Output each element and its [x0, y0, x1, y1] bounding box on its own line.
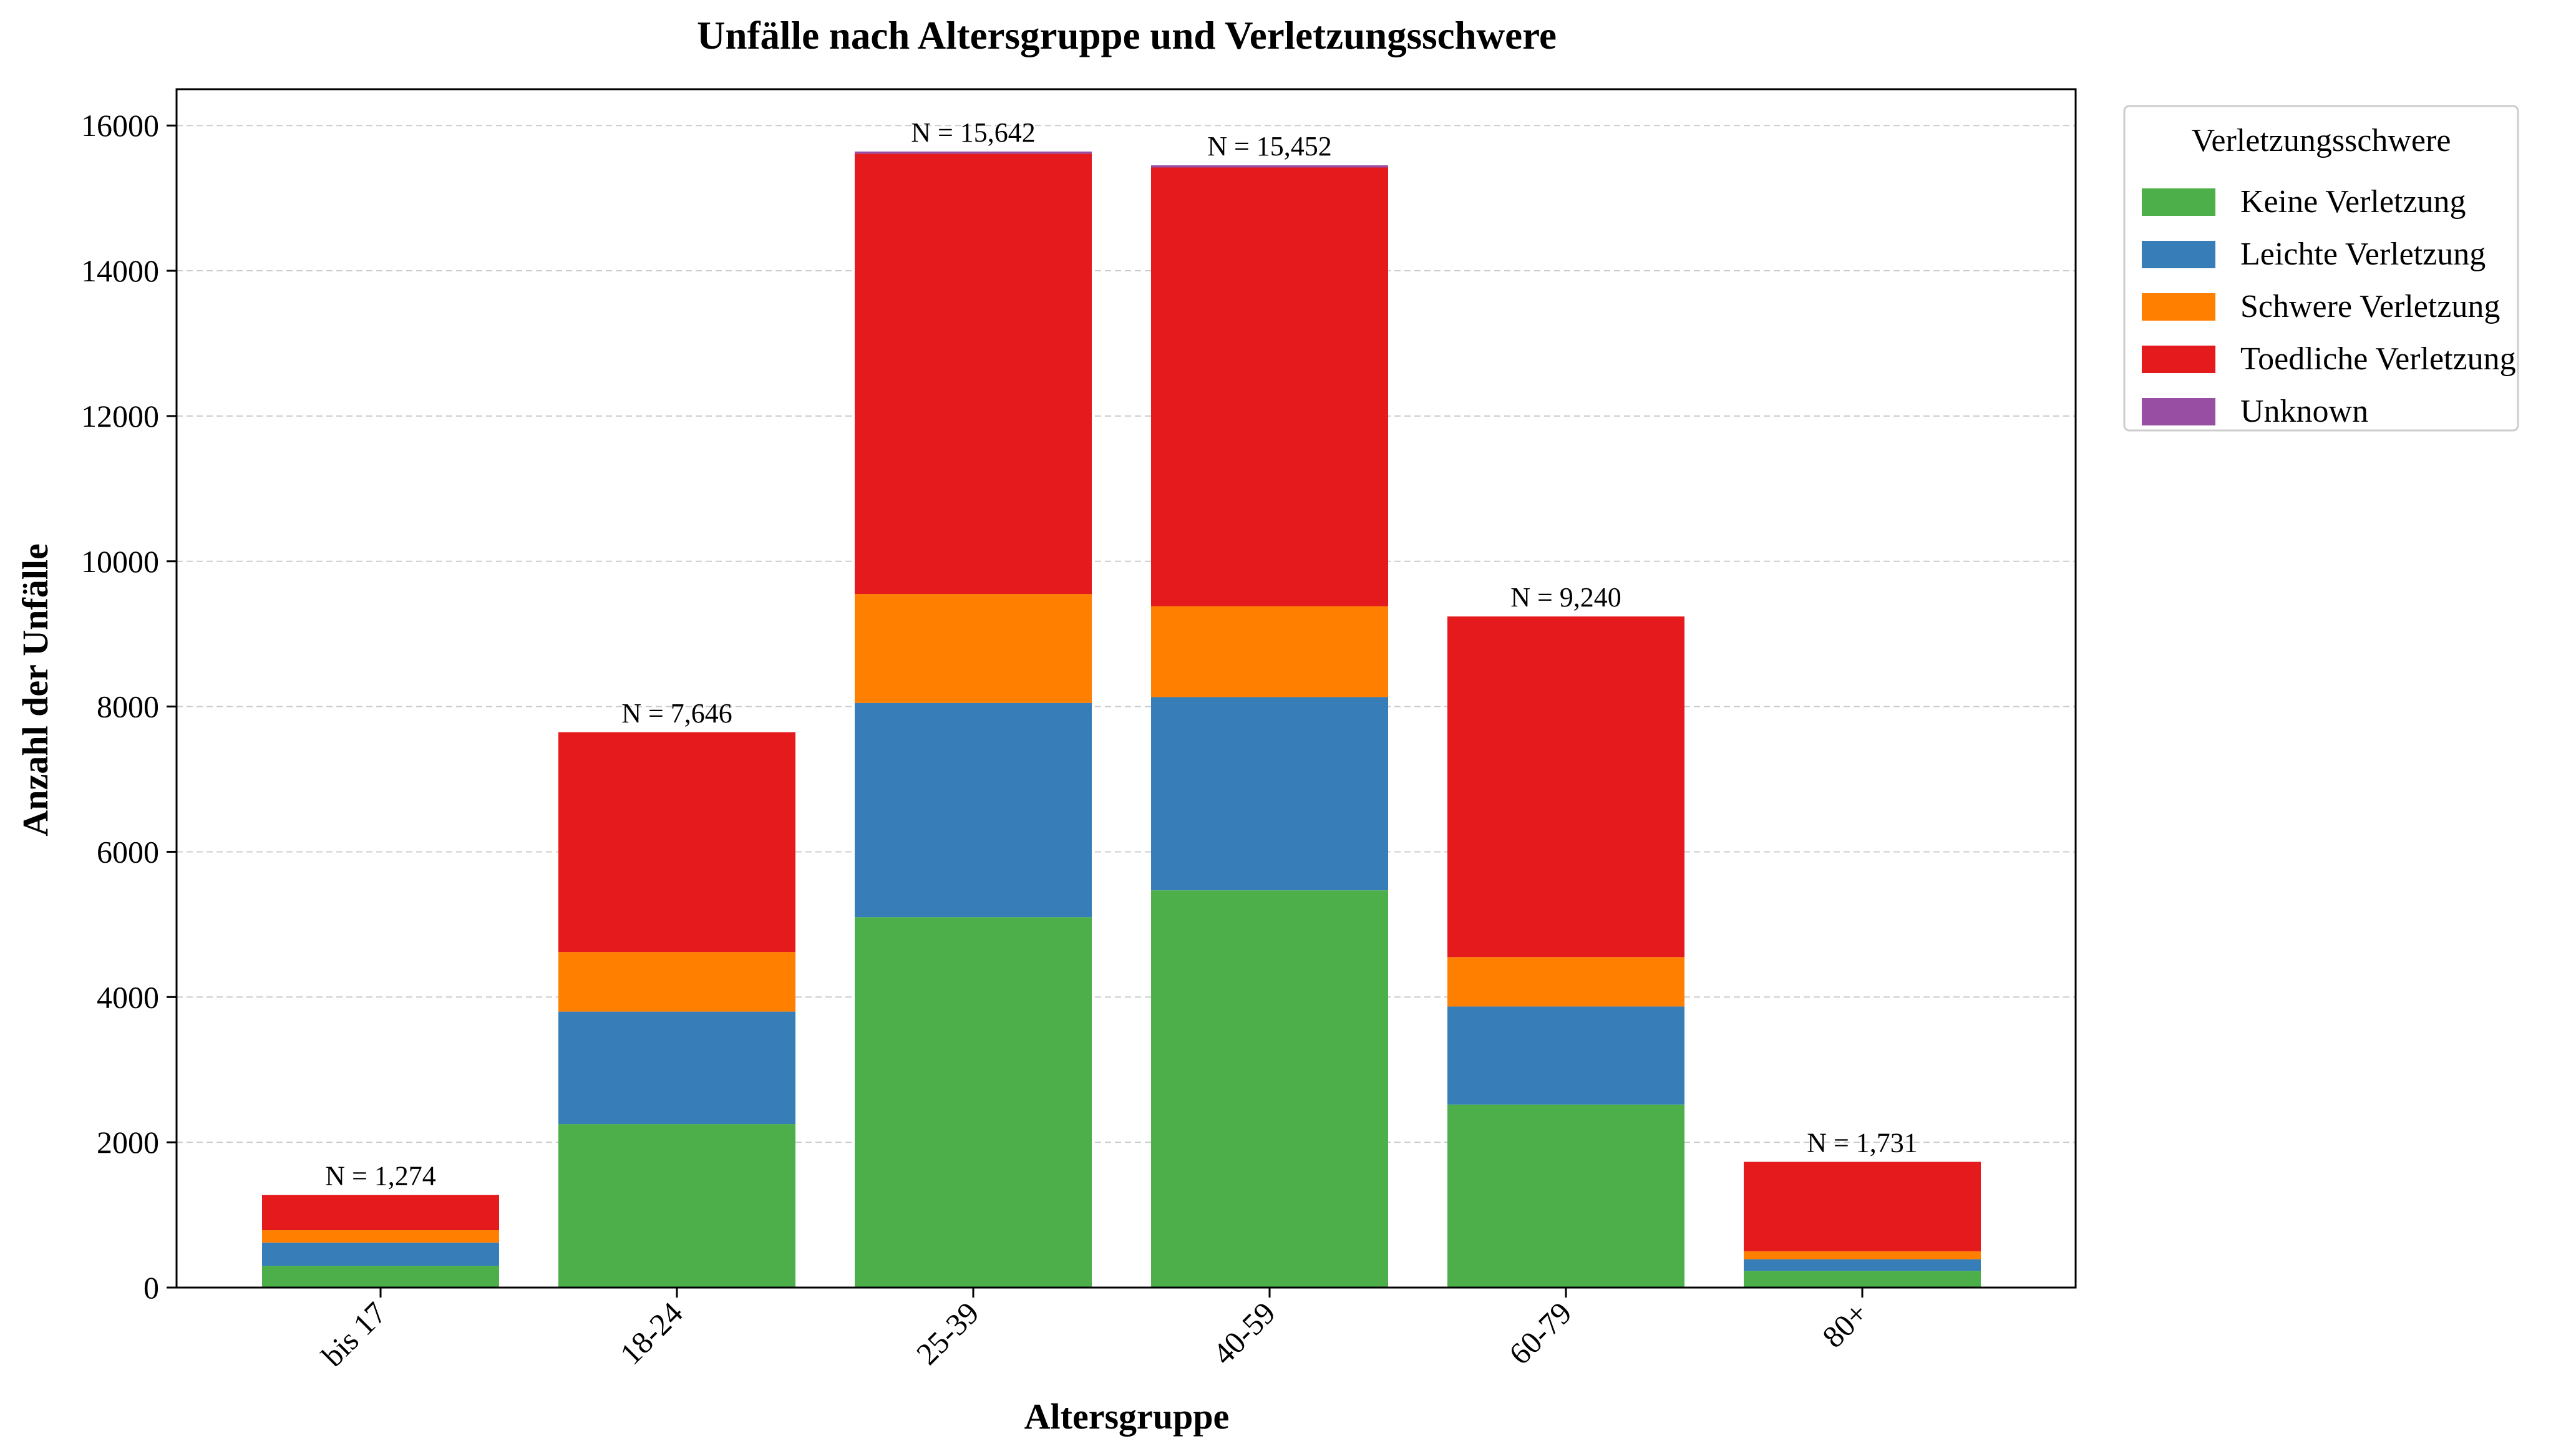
legend-label: Keine Verletzung: [2240, 184, 2466, 220]
y-tick-label: 16000: [81, 108, 159, 143]
bar-segment: [1744, 1251, 1981, 1259]
grid: [177, 125, 2076, 1143]
legend-title: Verletzungsschwere: [2192, 123, 2451, 158]
legend-item: Keine Verletzung: [2142, 184, 2466, 220]
bar-segment: [855, 151, 1092, 154]
y-tick-label: 6000: [97, 834, 159, 869]
bar-segment: [262, 1195, 499, 1231]
y-axis-title: Anzahl der Unfälle: [15, 543, 56, 836]
legend-item: Schwere Verletzung: [2142, 289, 2500, 324]
bar-segment: [558, 1011, 795, 1125]
bar-segment: [1151, 606, 1388, 697]
legend-box: [2123, 105, 2519, 432]
bar-segment: [1744, 1259, 1981, 1271]
legend: Verletzungsschwere Keine Verletzung Leich…: [2123, 105, 2519, 432]
bar-segment: [558, 732, 795, 953]
bar-segment: [1447, 616, 1684, 958]
bar-segment: [558, 952, 795, 1012]
bar-segment: [1744, 1162, 1981, 1251]
legend-swatch: [2142, 293, 2215, 321]
bar-segment: [1447, 1104, 1684, 1288]
total-label: N = 15,452: [1207, 131, 1332, 162]
total-label: N = 9,240: [1510, 582, 1621, 613]
y-tick-label: 8000: [97, 689, 159, 724]
x-tick-label: bis 17: [315, 1295, 393, 1373]
x-tick-label: 60-79: [1502, 1295, 1578, 1371]
legend-items: Keine Verletzung Leichte Verletzung Schwer…: [2142, 184, 2516, 429]
total-label: N = 15,642: [911, 117, 1036, 148]
y-axis: 0 2000 4000 6000 8000 10000 12000 14000 16000: [81, 108, 177, 1305]
bars: [262, 151, 1981, 1288]
y-tick-label: 0: [143, 1270, 159, 1305]
legend-item: Leichte Verletzung: [2142, 236, 2486, 272]
legend-label: Schwere Verletzung: [2240, 289, 2500, 324]
x-axis: bis 17 18-24 25-39 40-59 60-79 80+: [315, 1288, 1875, 1373]
legend-swatch: [2142, 241, 2215, 268]
y-tick-label: 12000: [81, 399, 159, 434]
x-tick-label: 40-59: [1206, 1295, 1282, 1371]
total-label: N = 1,731: [1807, 1127, 1918, 1158]
bar-segment: [1151, 167, 1388, 606]
bar-segment: [1151, 697, 1388, 891]
bar-segment: [558, 1124, 795, 1288]
chart-title: Unfälle nach Altersgruppe und Verletzung…: [697, 14, 1557, 57]
bar-segment: [1151, 165, 1388, 168]
bar-segment: [262, 1230, 499, 1243]
x-tick-label: 25-39: [910, 1295, 986, 1371]
x-tick-label: 80+: [1815, 1295, 1875, 1354]
x-axis-title: Altersgruppe: [1024, 1396, 1230, 1437]
bar-segment: [855, 917, 1092, 1288]
legend-swatch: [2142, 398, 2215, 425]
total-label: N = 7,646: [621, 698, 732, 729]
legend-label: Unknown: [2240, 394, 2368, 429]
bar-segment: [262, 1242, 499, 1266]
total-labels: N = 1,274 N = 7,646 N = 15,642 N = 15,452 N …: [325, 117, 1918, 1191]
bar-segment: [1151, 890, 1388, 1288]
bar-segment: [1744, 1271, 1981, 1288]
legend-swatch: [2142, 346, 2215, 373]
x-tick-label: 18-24: [613, 1295, 689, 1371]
y-tick-label: 4000: [97, 979, 159, 1014]
plot-frame: [175, 88, 2077, 1289]
legend-label: Toedliche Verletzung: [2240, 341, 2516, 377]
total-label: N = 1,274: [325, 1161, 436, 1191]
legend-item: Toedliche Verletzung: [2142, 341, 2516, 377]
y-tick-label: 10000: [81, 544, 159, 579]
y-tick-label: 2000: [97, 1125, 159, 1160]
bar-segment: [855, 702, 1092, 918]
bar-segment: [1447, 957, 1684, 1007]
legend-label: Leichte Verletzung: [2240, 236, 2486, 272]
y-tick-label: 14000: [81, 253, 159, 288]
legend-item: Unknown: [2142, 394, 2368, 429]
bar-segment: [855, 153, 1092, 595]
legend-swatch: [2142, 188, 2215, 216]
bar-segment: [262, 1266, 499, 1288]
bar-segment: [1447, 1006, 1684, 1105]
bar-segment: [855, 594, 1092, 703]
